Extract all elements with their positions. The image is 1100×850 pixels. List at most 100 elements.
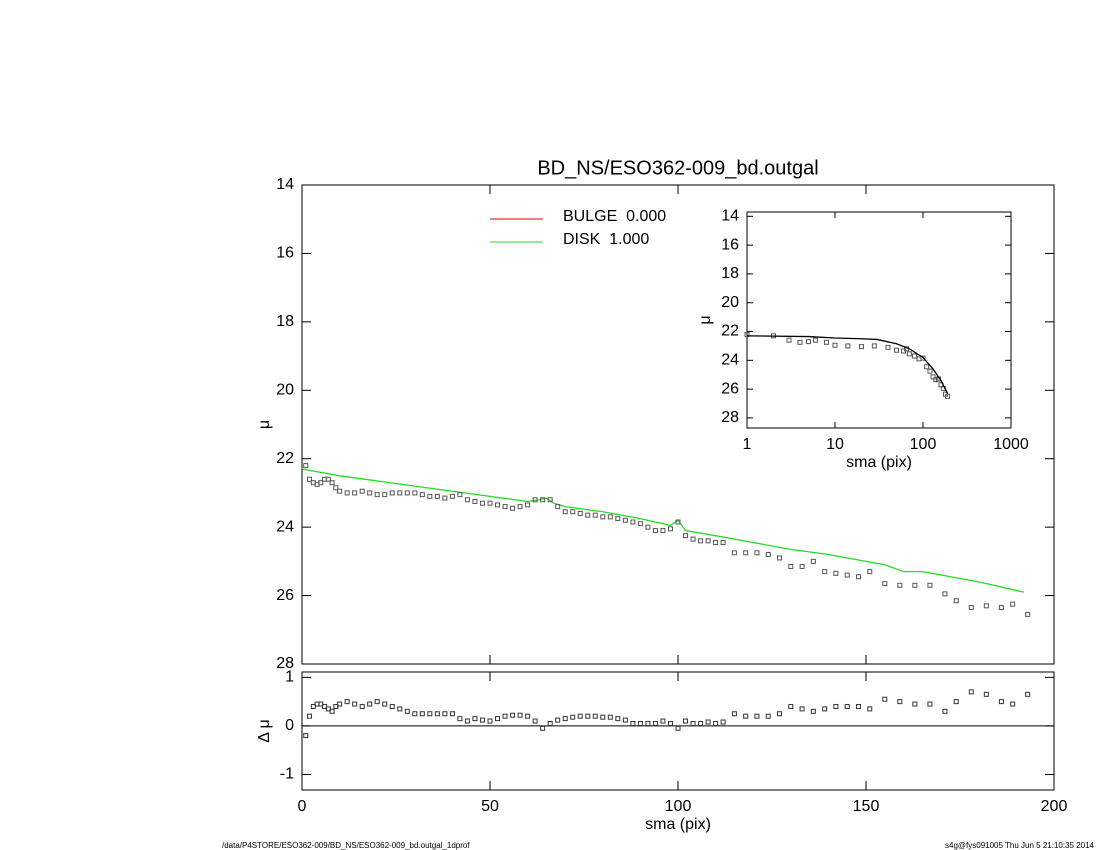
data-point [731,711,737,717]
data-point [479,500,485,506]
data-point [517,712,523,718]
x-axis-label: sma (pix) [645,816,711,833]
data-point [690,536,696,542]
model-line [301,468,1025,593]
plot-frame [746,211,1012,429]
data-point [833,703,839,709]
data-point [412,711,418,717]
data-point [389,490,395,496]
data-point [382,492,388,498]
data-point [906,351,912,357]
y-tick-label: 26 [276,587,294,604]
data-point [577,510,583,516]
data-point [675,725,681,731]
data-point [1025,691,1031,697]
data-point [645,524,651,530]
data-point [449,493,455,499]
data-point [953,598,959,604]
data-point [788,563,794,569]
data-point [502,713,508,719]
data-point [532,718,538,724]
data-point [419,711,425,717]
data-point [344,490,350,496]
data-point [562,509,568,515]
data-point [367,701,373,707]
y-tick-label: 22 [721,323,739,340]
data-point [897,699,903,705]
data-point [660,718,666,724]
y-axis-label: Δ μ [256,719,273,742]
data-point [885,344,891,350]
data-point [570,714,576,720]
y-tick-label: 0 [285,717,294,734]
data-point [920,355,926,361]
data-point [882,696,888,702]
data-point [502,504,508,510]
data-point [998,605,1004,611]
y-tick-label: 24 [721,352,739,369]
data-point [472,498,478,504]
data-point [743,713,749,719]
data-point [495,502,501,508]
data-point [547,720,553,726]
data-point [652,720,658,726]
data-point [318,480,324,486]
data-point [942,708,948,714]
data-point [683,533,689,539]
data-point [983,603,989,609]
data-point [329,480,335,486]
y-axis-label: μ [697,315,714,324]
data-point [562,716,568,722]
data-point [953,699,959,705]
data-point [968,605,974,611]
footer-right: s4g@fys091005 Thu Jun 5 21:10:35 2014 [945,841,1095,850]
data-point [867,706,873,712]
data-point [867,569,873,575]
data-point [833,570,839,576]
y-tick-label: 20 [276,382,294,399]
x-tick-label: 200 [1041,798,1068,815]
data-point [427,711,433,717]
data-point [464,718,470,724]
data-point [777,555,783,561]
data-point [585,512,591,518]
data-point [303,463,309,469]
data-point [487,718,493,724]
data-point [359,488,365,494]
data-point [754,713,760,719]
data-point [570,509,576,515]
data-point [754,550,760,556]
x-tick-label: 1000 [993,436,1029,453]
data-point [968,689,974,695]
data-point [404,490,410,496]
data-point [592,713,598,719]
data-point [397,706,403,712]
data-point [472,716,478,722]
model-line [746,335,949,394]
y-tick-label: 18 [721,265,739,282]
data-point [442,711,448,717]
data-point [667,720,673,726]
data-point [927,701,933,707]
data-point [786,337,792,343]
data-point [615,716,621,722]
data-point [434,493,440,499]
y-axis-label: μ [256,420,273,429]
data-point [799,563,805,569]
data-point [449,711,455,717]
data-point [329,708,335,714]
data-point [705,538,711,544]
data-point [844,703,850,709]
y-tick-label: 16 [276,245,294,262]
data-point [630,720,636,726]
data-point [823,339,829,345]
data-point [600,714,606,720]
data-point [382,701,388,707]
data-point [479,717,485,723]
data-point [945,393,951,399]
data-point [713,720,719,726]
data-point [777,711,783,717]
data-point [367,490,373,496]
data-point [637,521,643,527]
